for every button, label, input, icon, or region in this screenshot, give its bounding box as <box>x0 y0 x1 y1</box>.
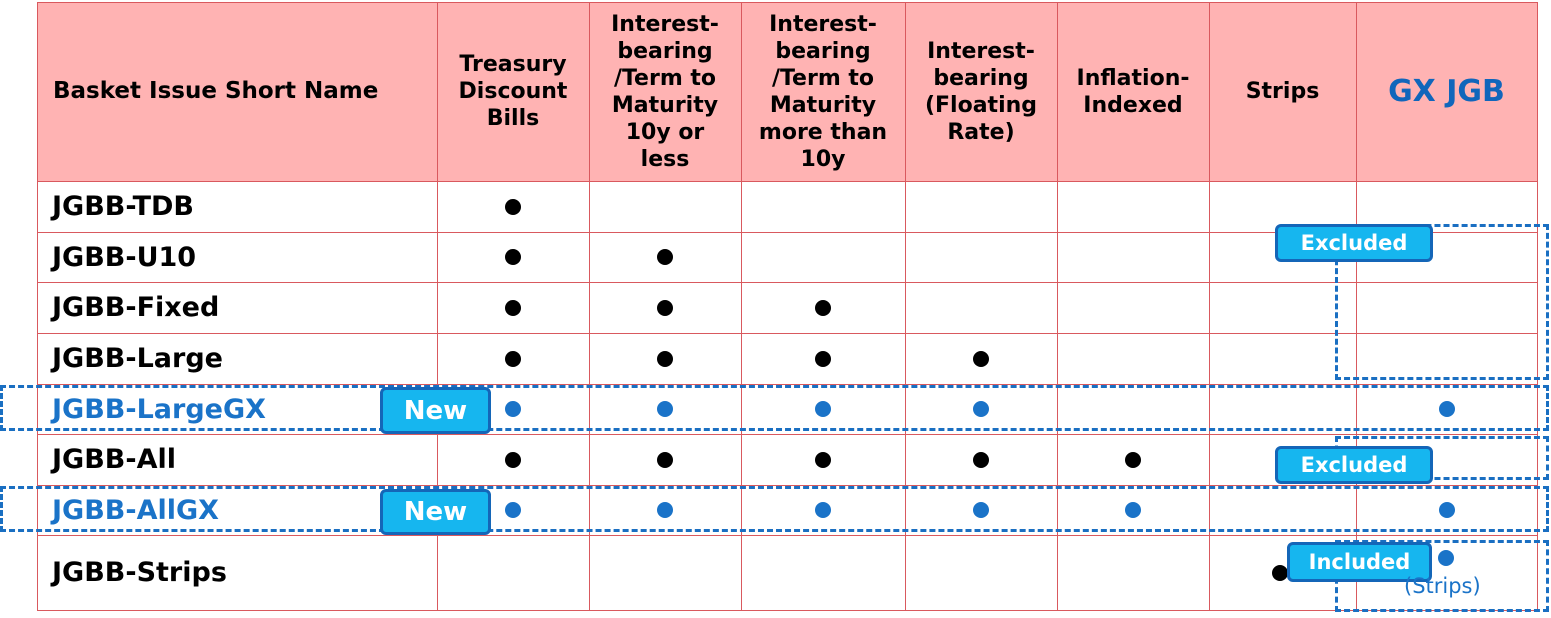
grid-line <box>37 384 1538 385</box>
inclusion-mark <box>973 502 989 518</box>
grid-line <box>905 2 906 611</box>
inclusion-mark <box>505 350 521 367</box>
new-row-box-largegx <box>0 385 1549 431</box>
row-label: JGBB-LargeGX <box>52 393 266 425</box>
new-badge-largegx: New <box>380 387 491 434</box>
inclusion-mark <box>815 350 831 367</box>
inclusion-mark <box>815 299 831 316</box>
row-label: JGBB-Large <box>52 343 223 374</box>
excluded-box-upper <box>1335 224 1549 380</box>
grid-line <box>741 2 742 611</box>
grid-line <box>37 434 1538 435</box>
column-header-frn: Interest- bearing (Floating Rate) <box>924 38 1038 145</box>
inclusion-mark <box>505 198 521 215</box>
column-header-gx: GX JGB <box>1388 74 1505 109</box>
inclusion-mark <box>657 401 673 417</box>
column-header-strips: Strips <box>1245 79 1320 104</box>
inclusion-mark <box>1438 401 1455 417</box>
inclusion-mark <box>1125 502 1141 518</box>
new-badge-allgx: New <box>380 489 491 535</box>
grid-line <box>37 232 1538 233</box>
inclusion-mark <box>505 502 521 518</box>
inclusion-mark <box>1438 502 1455 518</box>
inclusion-mark <box>973 401 989 417</box>
row-label: JGBB-Strips <box>52 557 227 588</box>
inclusion-mark <box>1272 565 1288 581</box>
inclusion-mark <box>505 451 521 468</box>
column-header-u10: Interest- bearing /Term to Maturity 10y … <box>611 11 719 172</box>
strips-note: (Strips) <box>1404 574 1481 598</box>
grid-line <box>589 2 590 611</box>
inclusion-mark <box>815 502 831 518</box>
inclusion-mark <box>973 350 989 367</box>
grid-line <box>1537 2 1538 611</box>
grid-line <box>1356 2 1357 611</box>
grid-line <box>37 485 1538 486</box>
row-label: JGBB-Fixed <box>52 292 220 323</box>
grid-line <box>37 2 1538 3</box>
inclusion-mark <box>505 299 521 316</box>
row-label: JGBB-AllGX <box>52 494 219 526</box>
grid-line <box>37 181 1538 182</box>
row-label: JGBB-TDB <box>52 191 195 222</box>
new-row-box-allgx <box>0 486 1549 532</box>
grid-line <box>37 610 1538 611</box>
grid-line <box>37 333 1538 334</box>
inclusion-mark <box>657 299 673 316</box>
inclusion-mark <box>657 350 673 367</box>
column-header-o10: Interest- bearing /Term to Maturity more… <box>758 11 888 172</box>
inclusion-mark <box>657 249 673 265</box>
grid-line <box>37 535 1538 536</box>
grid-line <box>1057 2 1058 611</box>
column-header-inf: Inflation- Indexed <box>1076 65 1190 118</box>
header-row-background <box>37 2 1537 181</box>
inclusion-mark <box>657 502 673 518</box>
grid-line <box>37 282 1538 283</box>
row-label: JGBB-U10 <box>52 241 197 273</box>
excluded-badge-lower: Excluded <box>1275 446 1433 484</box>
inclusion-mark <box>1438 550 1454 566</box>
grid-line <box>1209 2 1210 611</box>
grid-line <box>437 2 438 611</box>
inclusion-mark <box>505 249 521 265</box>
included-badge-strips: Included <box>1287 542 1432 582</box>
column-header-tdb: Treasury Discount Bills <box>458 52 568 131</box>
row-label: JGBB-All <box>52 444 176 475</box>
inclusion-mark <box>657 451 673 468</box>
excluded-badge-upper: Excluded <box>1275 224 1433 262</box>
inclusion-mark <box>973 451 989 468</box>
column-header-name: Basket Issue Short Name <box>53 78 379 104</box>
inclusion-mark <box>815 451 831 468</box>
inclusion-mark <box>505 401 521 417</box>
inclusion-mark <box>1125 451 1141 468</box>
inclusion-mark <box>815 401 831 417</box>
grid-line <box>37 2 38 611</box>
